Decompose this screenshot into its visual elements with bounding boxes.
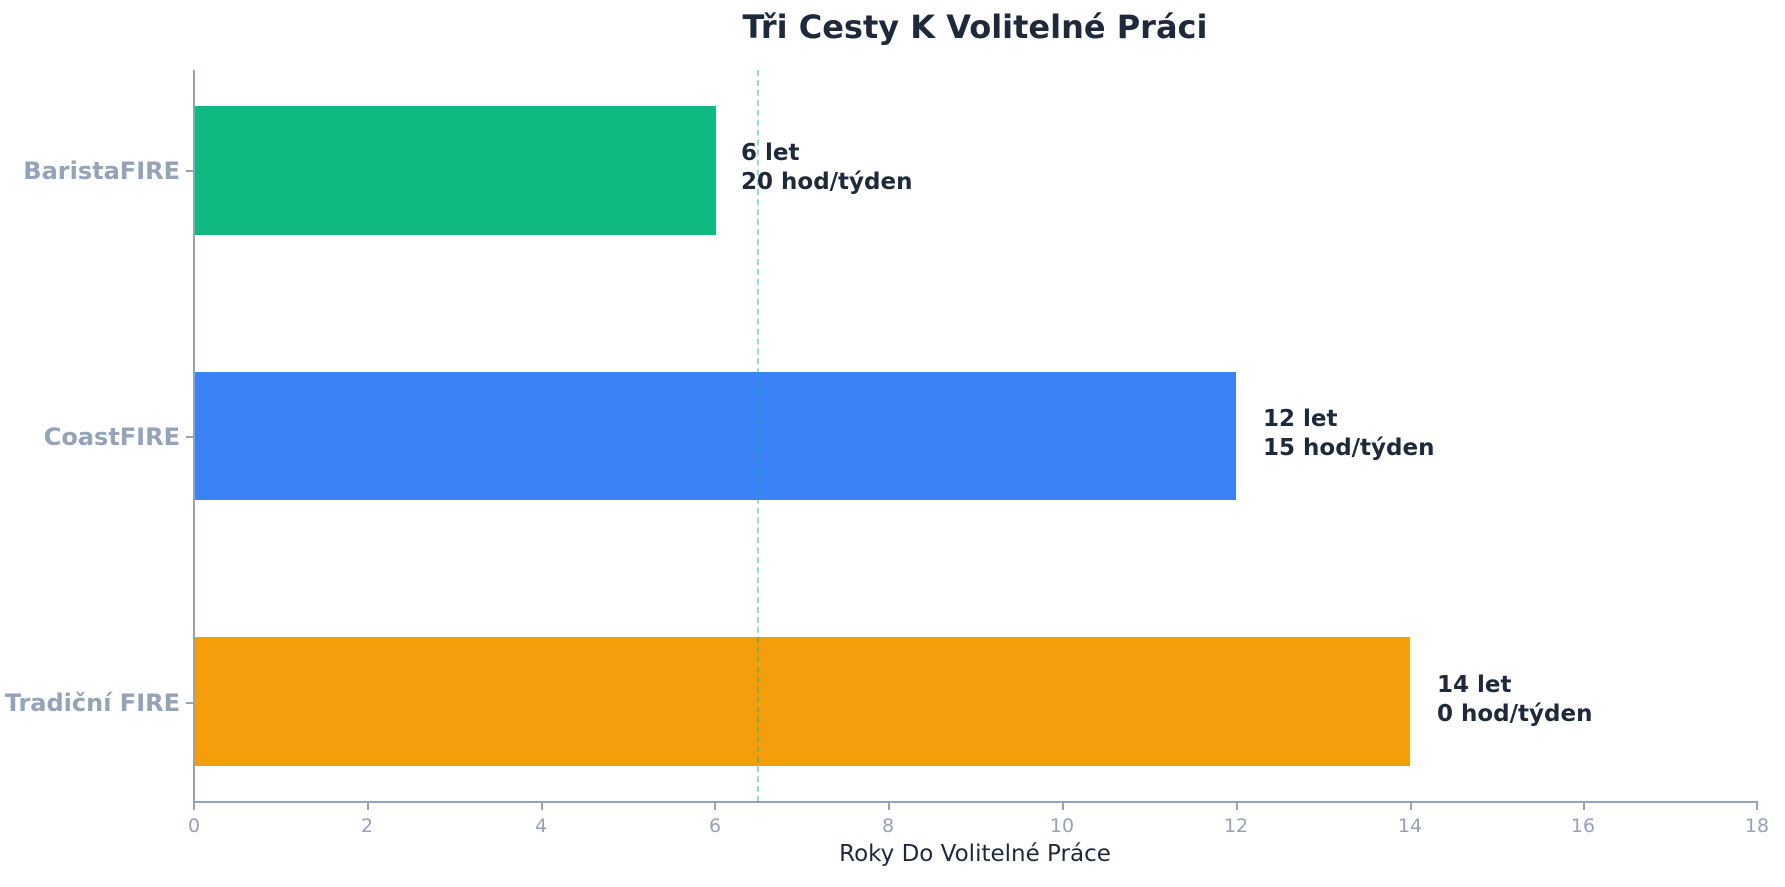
y-label-tradicni-fire: Tradiční FIRE: [4, 689, 180, 717]
x-tick: [1236, 803, 1238, 810]
x-tick: [1583, 803, 1585, 810]
x-tick-label: 4: [534, 815, 548, 837]
y-label-coastfire: CoastFIRE: [43, 423, 180, 451]
reference-line: [757, 70, 759, 802]
y-label-baristafire: BaristaFIRE: [23, 157, 180, 185]
x-tick: [541, 803, 543, 810]
chart-title: Tři Cesty K Volitelné Práci: [742, 8, 1208, 46]
annotation-baristafire: 6 let 20 hod/týden: [741, 139, 912, 197]
y-tick: [186, 702, 193, 704]
y-tick: [186, 170, 193, 172]
x-tick-label: 10: [1049, 815, 1075, 837]
x-tick-label: 16: [1570, 815, 1596, 837]
x-tick-label: 18: [1744, 815, 1770, 837]
x-tick: [1410, 803, 1412, 810]
annotation-years: 12 let: [1263, 406, 1338, 432]
annotation-coastfire: 12 let 15 hod/týden: [1263, 405, 1434, 463]
x-axis-label: Roky Do Volitelné Práce: [839, 841, 1111, 867]
bar-baristafire: [195, 106, 716, 235]
x-axis-line: [193, 801, 1758, 803]
y-tick: [186, 436, 193, 438]
x-tick: [888, 803, 890, 810]
x-tick: [193, 803, 195, 810]
annotation-hours: 0 hod/týden: [1437, 701, 1593, 727]
x-tick-label: 12: [1223, 815, 1249, 837]
x-tick: [714, 803, 716, 810]
x-tick-label: 8: [881, 815, 895, 837]
y-axis-line: [193, 70, 195, 803]
x-tick: [1062, 803, 1064, 810]
annotation-hours: 15 hod/týden: [1263, 435, 1435, 461]
annotation-years: 14 let: [1437, 672, 1512, 698]
x-tick-label: 2: [360, 815, 374, 837]
bar-tradicni-fire: [195, 637, 1410, 766]
x-tick: [367, 803, 369, 810]
annotation-years: 6 let: [741, 140, 800, 166]
x-tick: [1756, 803, 1758, 810]
annotation-tradicni-fire: 14 let 0 hod/týden: [1437, 671, 1592, 729]
x-tick-label: 14: [1397, 815, 1423, 837]
bar-coastfire: [195, 372, 1236, 500]
annotation-hours: 20 hod/týden: [741, 169, 913, 195]
x-tick-label: 0: [187, 815, 201, 837]
x-tick-label: 6: [708, 815, 722, 837]
